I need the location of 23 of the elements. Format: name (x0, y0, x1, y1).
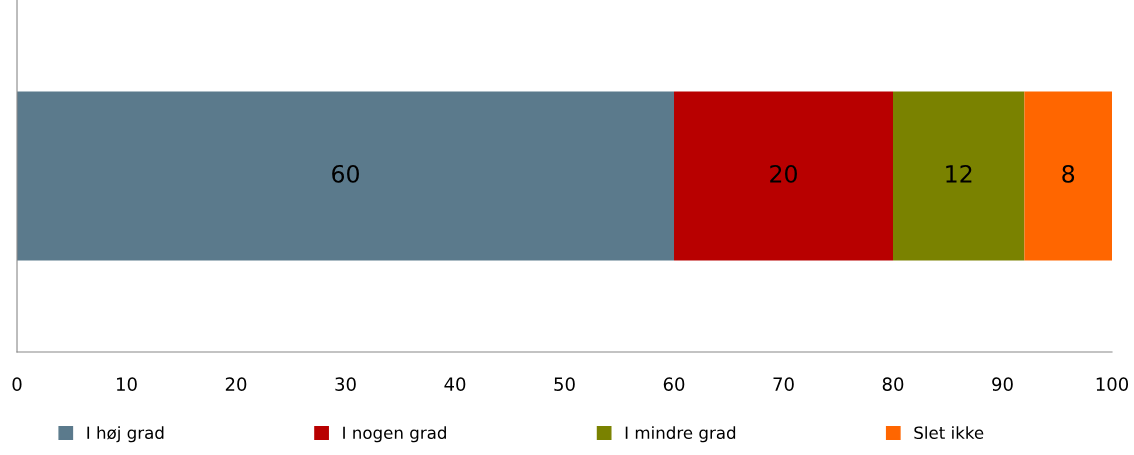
x-tick-label: 20 (225, 377, 247, 391)
bar (1024, 91, 1112, 261)
data-label: 12 (946, 164, 972, 183)
x-tick-label: 90 (992, 377, 1013, 391)
x-tick-label: 0 (12, 377, 22, 391)
x-tick-label: 50 (554, 377, 575, 391)
x-tick-label: 80 (882, 377, 904, 391)
data-label: 8 (1062, 164, 1075, 183)
legend-label: I nogen grad (343, 426, 446, 443)
bar (674, 91, 893, 261)
x-tick-label: 60 (663, 377, 685, 391)
legend-label: Slet ikke (914, 426, 984, 440)
bar (893, 91, 1025, 261)
data-label: 20 (770, 164, 797, 183)
bar (17, 91, 674, 261)
legend-label: I mindre grad (625, 426, 736, 443)
x-tick-label: 100 (1096, 377, 1129, 391)
legend-label: I høj grad (87, 426, 164, 443)
data-label: 60 (332, 164, 359, 183)
x-tick-label: 10 (117, 377, 137, 391)
x-tick-label: 70 (773, 377, 794, 391)
x-tick-label: 30 (335, 377, 356, 391)
x-tick-label: 40 (444, 377, 466, 391)
